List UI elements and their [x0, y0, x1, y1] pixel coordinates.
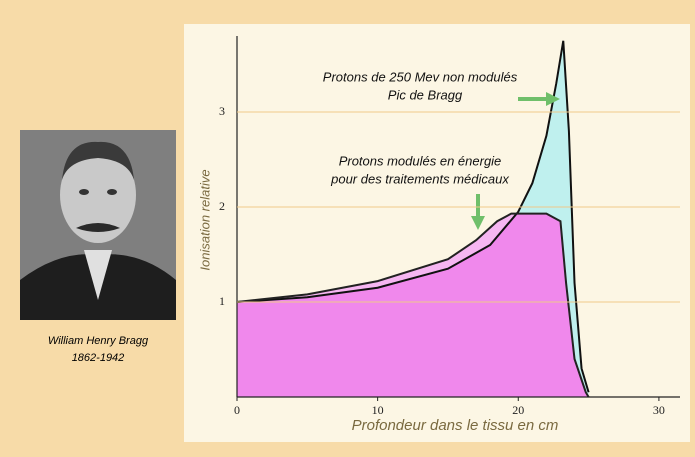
- x-tick-label: 20: [512, 403, 524, 417]
- y-tick-label: 3: [219, 104, 225, 118]
- annotation: Pic de Bragg: [388, 87, 463, 102]
- curve: [236, 40, 590, 393]
- caption-name: William Henry Bragg: [48, 335, 149, 347]
- caption-years: 1862-1942: [72, 352, 125, 364]
- annotation: pour des traitements médicaux: [330, 171, 509, 186]
- annotation: Protons de 250 Mev non modulés: [323, 69, 518, 84]
- overlap-area: [237, 213, 589, 397]
- x-axis-label: Profondeur dans le tissu en cm: [352, 417, 559, 434]
- y-tick-label: 2: [219, 199, 225, 213]
- portrait: [20, 130, 176, 320]
- plot-area: [236, 40, 590, 398]
- x-tick-label: 10: [372, 403, 384, 417]
- annotation: Protons modulés en énergie: [339, 153, 502, 168]
- x-tick-label: 30: [653, 403, 665, 417]
- y-axis-label: Ionisation relative: [197, 169, 212, 270]
- y-tick-label: 1: [219, 294, 225, 308]
- x-tick-label: 0: [234, 403, 240, 417]
- arrows: [471, 92, 560, 230]
- curve: [236, 212, 590, 398]
